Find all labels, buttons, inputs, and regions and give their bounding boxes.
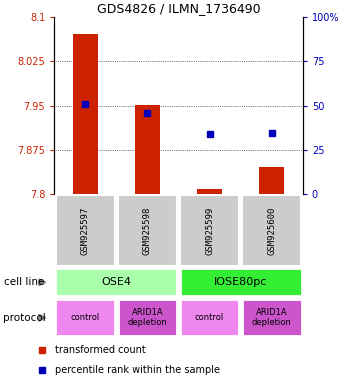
Bar bbox=[243, 195, 301, 266]
Text: GSM925597: GSM925597 bbox=[81, 206, 90, 255]
Text: GSM925599: GSM925599 bbox=[205, 206, 214, 255]
Text: percentile rank within the sample: percentile rank within the sample bbox=[55, 365, 220, 375]
Bar bbox=[73, 34, 98, 194]
Text: control: control bbox=[195, 313, 224, 322]
Bar bbox=[56, 195, 114, 266]
Bar bbox=[118, 299, 177, 336]
Bar bbox=[197, 189, 222, 194]
Text: transformed count: transformed count bbox=[55, 345, 146, 355]
Text: cell line: cell line bbox=[4, 277, 44, 287]
Bar bbox=[118, 195, 177, 266]
Bar bbox=[180, 299, 239, 336]
Bar bbox=[180, 195, 239, 266]
Text: IOSE80pc: IOSE80pc bbox=[214, 277, 267, 287]
Bar bbox=[56, 268, 177, 296]
Text: ARID1A
depletion: ARID1A depletion bbox=[252, 308, 292, 328]
Text: control: control bbox=[71, 313, 100, 322]
Text: OSE4: OSE4 bbox=[102, 277, 131, 287]
Title: GDS4826 / ILMN_1736490: GDS4826 / ILMN_1736490 bbox=[97, 2, 260, 15]
Text: GSM925600: GSM925600 bbox=[267, 206, 276, 255]
Bar bbox=[259, 167, 284, 194]
Bar bbox=[180, 268, 301, 296]
Bar bbox=[242, 299, 301, 336]
Bar bbox=[56, 299, 115, 336]
Text: ARID1A
depletion: ARID1A depletion bbox=[127, 308, 167, 328]
Bar bbox=[135, 105, 160, 194]
Text: protocol: protocol bbox=[4, 313, 46, 323]
Text: GSM925598: GSM925598 bbox=[143, 206, 152, 255]
